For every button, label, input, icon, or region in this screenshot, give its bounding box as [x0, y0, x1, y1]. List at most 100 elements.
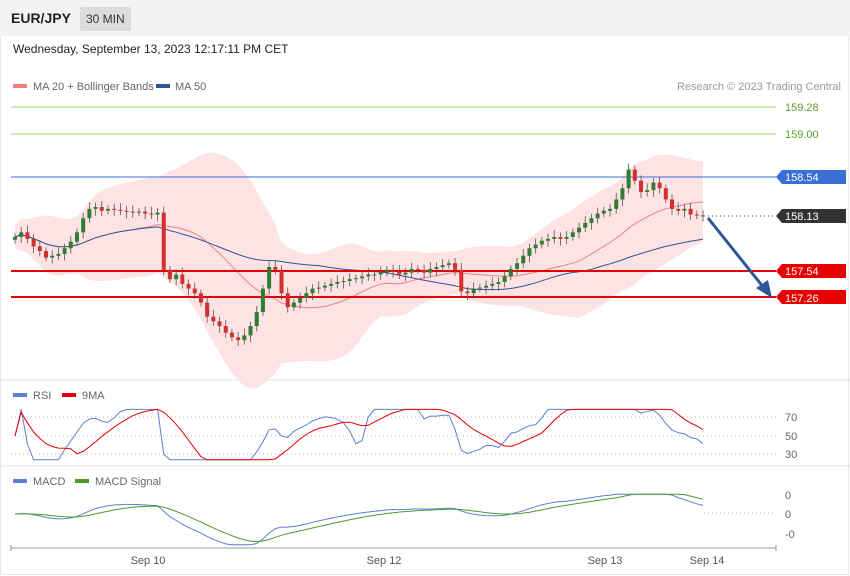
rsi-label-70: 70 — [785, 412, 797, 424]
candle-body — [459, 269, 464, 292]
macd-pane: MACD MACD Signal 0 0 -0 — [13, 476, 795, 546]
x-tick-sep10: Sep 10 — [131, 555, 166, 567]
rsi-label-50: 50 — [785, 431, 797, 443]
x-tick-sep12: Sep 12 — [367, 555, 402, 567]
candle-body — [440, 265, 445, 267]
macd-signal-line — [14, 493, 704, 543]
x-tick-sep14: Sep 14 — [690, 555, 725, 567]
candle-body — [329, 283, 334, 286]
candle-body — [558, 237, 563, 239]
candle-body — [434, 267, 439, 269]
rsi-label-30: 30 — [785, 449, 797, 461]
chart-frame — [0, 36, 849, 575]
candle-body — [670, 199, 675, 209]
candle-body — [601, 210, 606, 214]
rsi-pane: RSI 9MA 70 50 30 — [11, 390, 797, 461]
candle-body — [372, 274, 377, 276]
candle-body — [192, 288, 197, 294]
candle-body — [682, 208, 687, 211]
candle-body — [155, 212, 160, 215]
candle-body — [539, 240, 544, 245]
legend-swatch-rsi — [13, 393, 27, 397]
candle-body — [242, 335, 247, 341]
candle-body — [589, 218, 594, 223]
candle-body — [112, 208, 117, 210]
candle-body — [614, 199, 619, 209]
macd-label-top: 0 — [785, 490, 791, 502]
candle-body — [632, 169, 637, 181]
top-bar: EUR/JPY 30 MIN — [0, 0, 850, 36]
legend-macd-signal: MACD Signal — [95, 476, 161, 488]
candle-body — [521, 255, 526, 264]
candle-body — [663, 188, 668, 200]
price-tag-157-54 — [776, 264, 846, 278]
timeframe-button[interactable]: 30 MIN — [80, 7, 131, 31]
candle-body — [409, 268, 414, 273]
candle-body — [384, 269, 389, 273]
main-legend: MA 20 + Bollinger Bands MA 50 Research ©… — [13, 81, 841, 93]
candle-body — [68, 241, 73, 249]
candle-body — [378, 272, 383, 275]
candle-body — [304, 293, 309, 298]
symbol-title: EUR/JPY — [11, 10, 71, 26]
candle-body — [515, 263, 520, 269]
price-label-158-13: 158.13 — [785, 211, 819, 223]
legend-macd: MACD — [33, 476, 65, 488]
candle-body — [50, 255, 55, 258]
copyright: Research © 2023 Trading Central — [677, 81, 841, 93]
forecast-arrow-shaft — [706, 217, 766, 289]
legend-ma50: MA 50 — [175, 81, 206, 93]
candle-body — [366, 274, 371, 277]
price-tag-158-54 — [776, 170, 846, 184]
candle-body — [43, 251, 48, 258]
forecast-arrow — [706, 217, 772, 298]
candle-body — [279, 269, 284, 294]
candle-body — [564, 237, 569, 239]
candle-body — [676, 208, 681, 211]
candle-body — [136, 211, 141, 213]
candle-body — [81, 218, 86, 233]
legend-swatch-ma50 — [156, 84, 170, 88]
candle-body — [37, 246, 42, 252]
candle-body — [626, 169, 631, 189]
candle-body — [484, 285, 489, 288]
candle-body — [62, 248, 67, 254]
candle-body — [273, 267, 278, 270]
candle-body — [167, 269, 172, 280]
candle-body — [471, 288, 476, 294]
candle-body — [645, 190, 650, 192]
candle-body — [453, 263, 458, 270]
candle-body — [186, 283, 191, 289]
candle-body — [291, 302, 296, 308]
candle-body — [620, 188, 625, 200]
candle-body — [267, 267, 272, 289]
candle-body — [496, 282, 501, 284]
price-label-158-54: 158.54 — [785, 172, 819, 184]
candle-body — [502, 276, 507, 282]
candle-body — [161, 212, 166, 270]
legend-swatch-rsi-ma — [62, 393, 76, 397]
price-tag-158-13 — [776, 209, 846, 223]
candle-body — [254, 312, 259, 327]
candle-body — [310, 288, 315, 294]
candle-body — [105, 208, 110, 211]
candle-body — [316, 287, 321, 289]
candle-body — [397, 271, 402, 275]
candle-body — [651, 182, 656, 191]
candle-body — [546, 238, 551, 241]
candle-body — [360, 276, 365, 279]
candle-body — [508, 268, 513, 277]
candle-body — [694, 214, 699, 216]
candle-body — [205, 302, 210, 317]
price-label-159-28: 159.28 — [785, 102, 819, 114]
candle-body — [688, 208, 693, 215]
candle-body — [490, 283, 495, 286]
candle-body — [335, 282, 340, 284]
candle-body — [422, 269, 427, 273]
candle-body — [415, 268, 420, 270]
candle-body — [347, 279, 352, 282]
candle-body — [124, 210, 129, 212]
x-axis: Sep 10 Sep 12 Sep 13 Sep 14 — [10, 545, 777, 567]
candles — [13, 163, 705, 347]
